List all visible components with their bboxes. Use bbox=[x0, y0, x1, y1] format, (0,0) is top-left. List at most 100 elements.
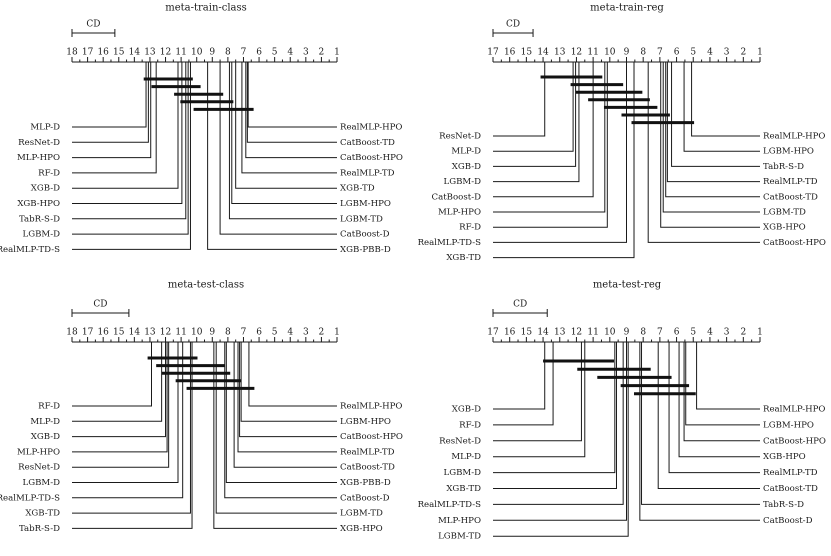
method-connector bbox=[493, 342, 554, 426]
method-connector bbox=[215, 342, 337, 514]
tick-label: 12 bbox=[160, 48, 171, 58]
method-label: TabR-S-D bbox=[763, 162, 804, 172]
tick-label: 11 bbox=[587, 48, 598, 58]
method-connector bbox=[233, 342, 337, 468]
method-connector bbox=[72, 342, 184, 499]
method-label: RF-D bbox=[459, 223, 481, 233]
tick-label: 1 bbox=[334, 48, 340, 58]
tick-label: 18 bbox=[66, 48, 78, 58]
method-connector bbox=[671, 62, 760, 167]
method-label: RealMLP-TD-S bbox=[418, 500, 482, 510]
tick-label: 5 bbox=[272, 48, 278, 58]
method-connector bbox=[641, 342, 760, 505]
method-label: RealMLP-TD bbox=[340, 168, 395, 178]
tick-label: 15 bbox=[113, 48, 125, 58]
method-connector bbox=[639, 342, 760, 521]
method-connector bbox=[493, 62, 606, 213]
method-label: CatBoost-D bbox=[763, 516, 813, 526]
method-connector bbox=[207, 62, 337, 250]
tick-label: 6 bbox=[674, 48, 680, 58]
method-connector bbox=[657, 342, 760, 489]
tick-label: 13 bbox=[144, 328, 156, 338]
cd-panel-4: meta-test-reg 17 16 15 14 13 12 11 10 9 8 7 6 5 4 3 2 1 CD… bbox=[418, 280, 826, 542]
tick-label: 17 bbox=[487, 48, 499, 58]
method-connector bbox=[213, 342, 337, 529]
method-label: CatBoost-TD bbox=[340, 138, 395, 148]
tick-label: 1 bbox=[334, 328, 340, 338]
method-label: XGB-TD bbox=[25, 509, 60, 519]
tick-label: 6 bbox=[256, 328, 262, 338]
method-connector bbox=[493, 62, 608, 228]
method-label: RealMLP-TD-S bbox=[0, 493, 60, 503]
method-label: XGB-D bbox=[452, 162, 481, 172]
method-connector bbox=[696, 342, 760, 410]
method-label: MLP-HPO bbox=[17, 447, 60, 457]
tick-label: 8 bbox=[225, 48, 231, 58]
method-connector bbox=[72, 342, 152, 407]
tick-label: 1 bbox=[757, 328, 763, 338]
method-connector bbox=[72, 342, 170, 468]
tick-label: 4 bbox=[287, 48, 293, 58]
method-label: MLP-D bbox=[30, 417, 60, 427]
method-label: RF-D bbox=[38, 168, 60, 178]
tick-label: 7 bbox=[241, 48, 247, 58]
method-connector bbox=[247, 62, 337, 128]
method-label: LGBM-HPO bbox=[763, 420, 814, 430]
method-connector bbox=[248, 342, 337, 407]
method-connector bbox=[493, 62, 594, 198]
method-label: XGB-HPO bbox=[763, 223, 806, 233]
tick-label: 8 bbox=[225, 328, 231, 338]
tick-label: 17 bbox=[82, 48, 94, 58]
method-label: LGBM-D bbox=[23, 478, 61, 488]
tick-label: 17 bbox=[82, 328, 94, 338]
method-label: XGB-PBB-D bbox=[340, 478, 391, 488]
method-label: XGB-HPO bbox=[17, 199, 60, 209]
method-label: LGBM-D bbox=[444, 177, 482, 187]
method-connector bbox=[72, 62, 152, 159]
method-label: RealMLP-TD-S bbox=[0, 245, 60, 255]
tick-label: 16 bbox=[97, 328, 109, 338]
method-connector bbox=[235, 62, 337, 189]
tick-label: 10 bbox=[191, 328, 203, 338]
tick-label: 3 bbox=[724, 48, 730, 58]
tick-label: 13 bbox=[554, 328, 566, 338]
method-connector bbox=[72, 62, 191, 250]
method-label: LGBM-D bbox=[444, 468, 482, 478]
method-connector bbox=[493, 342, 629, 537]
method-label: CatBoost-TD bbox=[763, 192, 818, 202]
tick-label: 16 bbox=[504, 328, 516, 338]
tick-label: 4 bbox=[707, 328, 713, 338]
method-connector bbox=[493, 342, 586, 458]
method-label: LGBM-TD bbox=[763, 208, 806, 218]
tick-label: 11 bbox=[175, 48, 186, 58]
method-connector bbox=[685, 342, 760, 426]
method-label: MLP-HPO bbox=[17, 153, 60, 163]
method-label: TabR-S-D bbox=[19, 214, 60, 224]
method-label: RealMLP-TD-S bbox=[418, 238, 482, 248]
tick-label: 10 bbox=[191, 48, 203, 58]
tick-label: 3 bbox=[724, 328, 730, 338]
method-connector bbox=[219, 62, 337, 235]
method-label: LGBM-TD bbox=[340, 509, 383, 519]
method-label: CatBoost-TD bbox=[340, 463, 395, 473]
tick-label: 3 bbox=[303, 328, 309, 338]
method-connector bbox=[72, 62, 187, 220]
tick-label: 9 bbox=[209, 48, 215, 58]
method-connector bbox=[493, 342, 582, 442]
method-connector bbox=[72, 342, 179, 483]
method-connector bbox=[224, 342, 337, 499]
method-label: RealMLP-HPO bbox=[340, 123, 402, 133]
tick-label: 7 bbox=[241, 328, 247, 338]
tick-label: 5 bbox=[690, 48, 696, 58]
tick-label: 6 bbox=[674, 328, 680, 338]
method-label: MLP-HPO bbox=[438, 516, 481, 526]
method-label: TabR-S-D bbox=[19, 524, 60, 534]
method-label: LGBM-TD bbox=[438, 532, 481, 542]
method-connector bbox=[493, 62, 635, 259]
cd-panel-3: meta-test-class 18 17 16 15 14 13 12 11 10 9 8 7 6 5 4 3… bbox=[0, 280, 403, 534]
method-connector bbox=[660, 62, 760, 228]
method-connector bbox=[493, 62, 580, 183]
method-connector bbox=[225, 342, 337, 483]
tick-label: 14 bbox=[129, 328, 141, 338]
